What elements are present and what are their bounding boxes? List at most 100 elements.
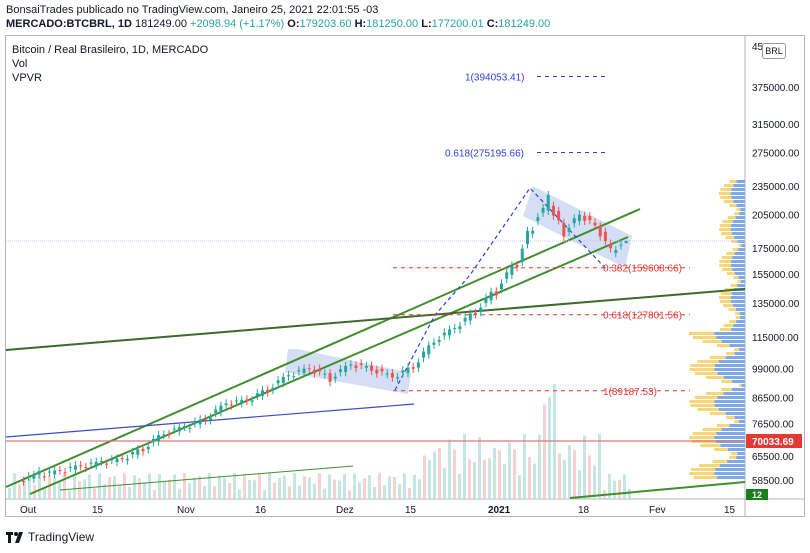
volume-bar	[438, 447, 441, 499]
price-tick-label: 65500.00	[752, 452, 794, 463]
candle-body	[500, 283, 503, 290]
footer-brand[interactable]: TradingView	[6, 530, 94, 544]
volume-bar	[288, 486, 291, 499]
vpvr-bar	[719, 228, 731, 231]
tradingview-brand: TradingView	[28, 530, 95, 544]
volume-bar	[318, 473, 321, 499]
candle-body	[193, 421, 197, 424]
vpvr-bar	[716, 432, 745, 435]
vpvr-bar	[739, 316, 745, 319]
volume-bar	[403, 473, 406, 499]
candle-body	[224, 403, 228, 406]
vpvr-bar	[722, 268, 733, 271]
vpvr-bar	[729, 456, 737, 459]
low-value: 177200.01	[431, 18, 484, 30]
candle-body	[437, 340, 441, 342]
candle-body	[89, 462, 93, 464]
volume-bar	[133, 475, 136, 499]
vpvr-bar	[716, 336, 745, 339]
vpvr-bar	[731, 328, 745, 331]
time-tick-label: Fev	[649, 505, 666, 516]
vpvr-bar	[689, 368, 715, 371]
volume-bars	[8, 384, 631, 499]
candle-body	[219, 405, 223, 413]
vpvr-bar	[730, 284, 738, 287]
vol-indicator[interactable]: Vol	[12, 58, 28, 70]
candle-body	[370, 365, 374, 371]
candle-body	[235, 400, 239, 402]
candle-body	[286, 375, 290, 377]
chart-frame[interactable]	[5, 35, 805, 517]
vpvr-bar	[731, 292, 745, 295]
volume-bar	[548, 397, 551, 499]
volume-bar	[423, 455, 426, 499]
volume-bar	[408, 488, 411, 499]
volume-bar	[383, 485, 386, 499]
vpvr-bar	[719, 300, 732, 303]
candle-body	[541, 207, 545, 213]
volume-bar	[308, 477, 311, 499]
volume-bar	[158, 474, 161, 499]
vpvr-bar	[727, 216, 736, 219]
volume-bar	[128, 486, 131, 499]
consolidation-channel	[285, 349, 411, 394]
vpvr-bar	[714, 332, 745, 335]
volume-bar	[583, 435, 586, 499]
volume-bar	[413, 474, 416, 499]
fib-path	[394, 187, 608, 391]
volume-bar	[363, 478, 366, 499]
candle-body	[406, 367, 410, 374]
vpvr-bar	[709, 356, 726, 359]
vpvr-bar	[720, 188, 732, 191]
volume-bar	[523, 434, 526, 499]
candle-body	[328, 373, 332, 382]
low-label: L:	[421, 18, 432, 30]
volume-bar	[368, 475, 371, 499]
vpvr-bar	[731, 232, 745, 235]
candle-body	[525, 230, 529, 245]
price-tag-70033	[746, 434, 802, 448]
price-tick-label: 115000.00	[752, 333, 799, 344]
price-tick-label: 58500.00	[752, 476, 794, 487]
volume-bar	[23, 476, 26, 499]
volume-bar	[113, 476, 116, 499]
currency-button[interactable]: BRL	[762, 43, 786, 59]
candle-body	[58, 470, 62, 472]
vpvr-bar	[721, 388, 732, 391]
vpvr-bar	[741, 244, 745, 247]
candle-body	[546, 195, 550, 211]
candle-body	[146, 446, 150, 450]
price-tag-count-label: 12	[752, 490, 762, 500]
candle-body	[577, 214, 581, 222]
candle-body	[531, 230, 535, 234]
volume-bar	[253, 480, 256, 499]
volume-bar	[273, 482, 276, 499]
candle-body	[63, 472, 67, 474]
vpvr-bar	[716, 424, 730, 427]
volume-bar	[278, 477, 281, 499]
vpvr-bar	[722, 220, 733, 223]
vpvr-bar	[725, 412, 745, 415]
volume-bar	[528, 457, 531, 499]
time-tick-label: 16	[255, 505, 267, 516]
vpvr-bar	[721, 256, 733, 259]
candle-body	[292, 376, 296, 378]
vpvr-bar	[733, 200, 745, 203]
vpvr-bar	[715, 468, 745, 471]
publish-line: BonsaiTrades publicado no TradingView.co…	[6, 4, 379, 16]
tradingview-logo-icon	[6, 531, 24, 543]
volume-bar	[208, 473, 211, 499]
volume-bar	[53, 478, 56, 499]
vpvr-indicator[interactable]: VPVR	[12, 72, 42, 84]
vpvr-bar	[735, 308, 745, 311]
fib-level-label: 0.382(159608.66)	[603, 264, 682, 275]
vpvr-bar	[734, 236, 745, 239]
candle-body	[42, 476, 46, 478]
vpvr-bar	[731, 196, 745, 199]
vpvr-bar	[717, 396, 745, 399]
vpvr-bar	[697, 360, 719, 363]
vpvr-bar	[719, 264, 731, 267]
price-tick-label: 76500.00	[752, 419, 794, 430]
volume-bar	[618, 479, 621, 499]
